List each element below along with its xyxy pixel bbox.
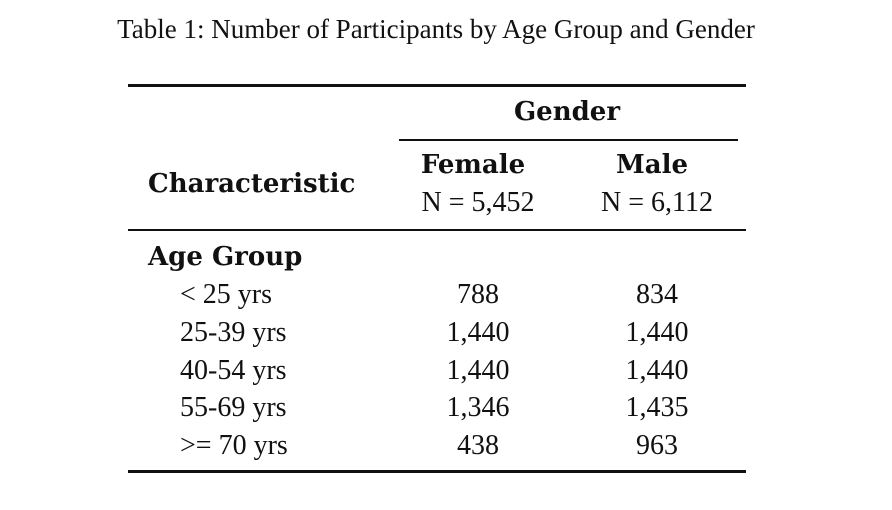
characteristic-header: Characteristic xyxy=(148,169,356,199)
top-rule xyxy=(128,84,746,87)
age-group-label: Age Group xyxy=(148,242,303,272)
row-label: >= 70 yrs xyxy=(180,430,288,461)
female-n: N = 5,452 xyxy=(421,187,535,218)
male-value: 1,440 xyxy=(625,317,689,348)
row-label: 40-54 yrs xyxy=(180,355,287,386)
row-label: 55-69 yrs xyxy=(180,392,287,423)
male-value: 834 xyxy=(636,279,678,310)
male-value: 963 xyxy=(636,430,678,461)
bottom-rule xyxy=(128,470,746,473)
male-value: 1,440 xyxy=(625,355,689,386)
female-column-header: Female xyxy=(420,150,526,180)
male-column-header: Male xyxy=(615,150,689,180)
male-value: 1,435 xyxy=(625,392,689,423)
female-value: 438 xyxy=(457,430,499,461)
female-value: 1,440 xyxy=(446,355,510,386)
header-rule xyxy=(128,229,746,231)
gender-spanner-header: Gender xyxy=(513,97,621,127)
male-n: N = 6,112 xyxy=(601,187,713,218)
table-caption: Table 1: Number of Participants by Age G… xyxy=(117,14,755,44)
female-value: 788 xyxy=(457,279,499,310)
row-label: < 25 yrs xyxy=(180,279,273,310)
female-value: 1,346 xyxy=(446,392,510,423)
female-value: 1,440 xyxy=(446,317,510,348)
gender-spanner-rule xyxy=(399,139,738,141)
row-label: 25-39 yrs xyxy=(180,317,287,348)
